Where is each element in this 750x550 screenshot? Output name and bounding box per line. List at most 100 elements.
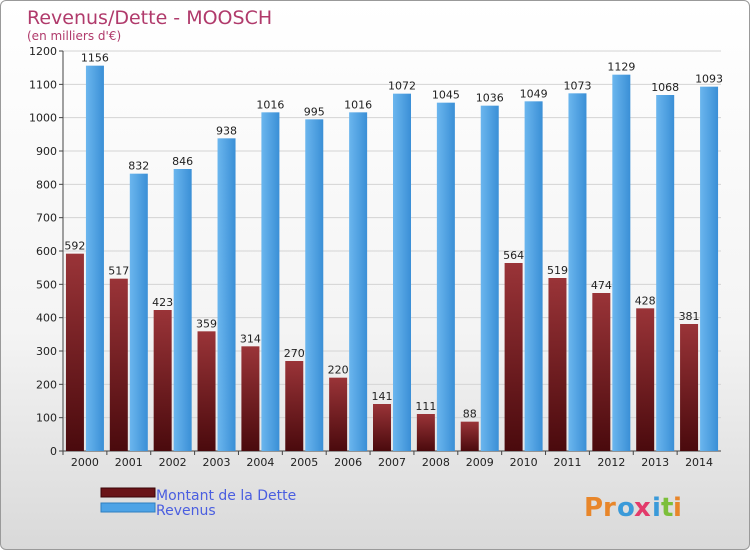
chart-title: Revenus/Dette - MOOSCH: [27, 7, 272, 29]
revenue-bar: [349, 112, 368, 451]
y-tick-label: 700: [36, 212, 57, 225]
x-tick-label: 2014: [685, 456, 713, 469]
y-tick-label: 300: [36, 345, 57, 358]
y-tick-label: 900: [36, 145, 57, 158]
logo-letter: t: [661, 493, 673, 523]
debt-bar: [197, 331, 216, 451]
debt-value-label: 474: [591, 279, 612, 292]
debt-value-label: 517: [108, 265, 129, 278]
revenue-bar: [524, 101, 543, 451]
y-tick-label: 0: [50, 445, 57, 458]
legend-label-revenue: Revenus: [156, 503, 216, 519]
revenue-bar: [305, 119, 324, 451]
x-tick-label: 2003: [203, 456, 231, 469]
debt-bar: [636, 308, 655, 451]
x-tick-label: 2012: [597, 456, 625, 469]
debt-value-label: 564: [503, 249, 524, 262]
debt-bar: [109, 278, 128, 451]
bars: 592 1156 517 832 423 846 359 938 314 1016 270 995 22…: [64, 52, 723, 452]
y-tick-label: 1100: [29, 78, 57, 91]
logo-letter: i: [673, 493, 682, 523]
debt-bar: [329, 377, 348, 451]
revenue-bar: [568, 93, 587, 451]
revenue-value-label: 1093: [695, 73, 723, 86]
y-tick-label: 400: [36, 312, 57, 325]
logo-letter: P: [584, 493, 603, 523]
revenue-value-label: 1045: [432, 89, 460, 102]
debt-value-label: 381: [679, 310, 700, 323]
logo-letter: o: [617, 493, 635, 523]
revenue-bar: [612, 74, 631, 452]
y-axis-ticks: 0 100 200 300 400 500 600 700 800 900 1000 1100 1200: [29, 45, 57, 458]
y-tick-label: 1200: [29, 45, 57, 58]
y-tick-label: 100: [36, 412, 57, 425]
debt-bar: [460, 421, 479, 451]
debt-value-label: 220: [328, 364, 349, 377]
revenue-bar: [700, 86, 719, 452]
legend-label-debt: Montant de la Dette: [156, 488, 296, 504]
debt-bar: [373, 404, 391, 451]
debt-value-label: 359: [196, 317, 217, 330]
revenue-value-label: 1073: [563, 79, 591, 92]
revenue-value-label: 1072: [388, 80, 416, 93]
debt-value-label: 423: [152, 296, 173, 309]
x-tick-label: 2001: [115, 456, 143, 469]
x-tick-label: 2010: [510, 456, 538, 469]
y-tick-label: 800: [36, 178, 57, 191]
debt-bar: [548, 278, 567, 451]
debt-bar: [65, 253, 84, 451]
debt-value-label: 141: [372, 390, 393, 403]
chart-subtitle: (en milliers d'€): [27, 29, 121, 43]
revenue-value-label: 846: [172, 155, 193, 168]
logo-letter: x: [634, 493, 651, 523]
debt-value-label: 314: [240, 332, 261, 345]
x-tick-label: 2006: [334, 456, 362, 469]
x-tick-label: 2000: [71, 456, 99, 469]
x-tick-label: 2011: [553, 456, 581, 469]
debt-value-label: 592: [64, 240, 85, 253]
legend-swatch-debt: [100, 487, 156, 498]
debt-bar: [680, 324, 699, 451]
revenue-value-label: 1036: [476, 92, 504, 105]
x-tick-label: 2005: [290, 456, 318, 469]
logo-letter: r: [603, 493, 616, 523]
revenue-value-label: 1129: [607, 61, 635, 74]
debt-bar: [592, 293, 611, 451]
x-tick-label: 2002: [159, 456, 187, 469]
debt-bar: [285, 361, 304, 451]
debt-bar: [241, 346, 260, 451]
revenue-value-label: 1068: [651, 81, 679, 94]
logo-letter: i: [652, 493, 661, 523]
y-tick-label: 1000: [29, 112, 57, 125]
revenue-bar: [261, 112, 280, 451]
debt-value-label: 111: [415, 400, 436, 413]
y-tick-label: 600: [36, 245, 57, 258]
debt-bar: [416, 414, 435, 451]
x-tick-label: 2009: [466, 456, 494, 469]
debt-value-label: 519: [547, 264, 568, 277]
revenue-bar: [129, 173, 148, 451]
revenue-bar: [656, 95, 675, 451]
revenue-bar: [173, 169, 192, 451]
revenue-value-label: 832: [128, 160, 149, 173]
grid-lines: [59, 50, 721, 452]
revenue-value-label: 1156: [81, 52, 109, 65]
revenue-value-label: 938: [216, 124, 237, 137]
revenue-value-label: 995: [304, 105, 325, 118]
debt-bar: [153, 310, 172, 451]
revenue-value-label: 1049: [520, 87, 548, 100]
debt-value-label: 428: [635, 294, 656, 307]
debt-bar: [504, 263, 523, 451]
revenue-bar: [393, 93, 411, 452]
y-tick-label: 200: [36, 378, 57, 391]
revenue-bar: [217, 138, 236, 452]
revenue-value-label: 1016: [344, 98, 372, 111]
revenue-bar: [480, 105, 499, 452]
debt-value-label: 270: [284, 347, 305, 360]
y-tick-label: 500: [36, 278, 57, 291]
x-axis-ticks: 2000 2001 2002 2003 2004 2005 2006 2007 2008 2009…: [62, 451, 713, 469]
